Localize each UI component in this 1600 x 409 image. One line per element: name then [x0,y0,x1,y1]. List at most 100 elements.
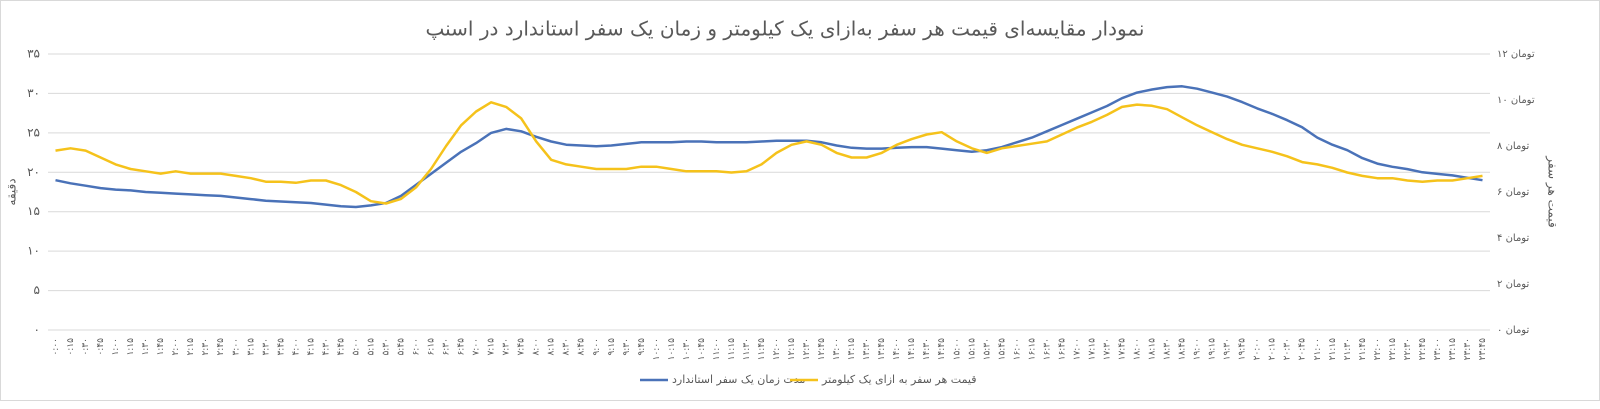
x-tick-label: ۶:۴۵ [457,338,467,356]
x-tick-label: ۱۵:۰۰ [952,338,962,360]
x-tick-label: ۷:۳۰ [502,338,512,356]
x-tick-label: ۱۲:۰۰ [772,338,782,360]
x-tick-label: ۱۳:۴۵ [877,338,887,361]
y2-tick-label: ۲ تومان [1497,279,1529,290]
x-tick-label: ۲:۰۰ [171,338,181,356]
x-tick-label: ۱۷:۳۰ [1102,338,1112,360]
y2-tick-label: ۰ تومان [1497,325,1529,336]
x-tick-label: ۷:۴۵ [517,338,527,356]
x-tick-label: ۵:۰۰ [351,338,361,356]
x-tick-label: ۵:۳۰ [381,338,391,356]
y-tick-label: ۲۰ [27,165,40,179]
y-tick-label: ۳۵ [27,47,40,61]
x-tick-label: ۸:۴۵ [577,338,587,356]
x-tick-label: ۷:۰۰ [472,338,482,356]
x-tick-label: ۱۹:۳۰ [1223,338,1233,360]
x-tick-label: ۱۹:۴۵ [1238,338,1248,361]
series-line [55,85,1483,209]
x-tick-label: ۸:۳۰ [562,338,572,356]
x-tick-label: ۱۲:۴۵ [817,338,827,361]
x-tick-label: ۱۶:۱۵ [1027,338,1037,361]
x-tick-label: ۱۴:۴۵ [937,338,947,361]
x-tick-label: ۱۸:۰۰ [1133,338,1143,360]
x-tick-label: ۲۳:۴۵ [1478,338,1488,361]
y-tick-label: ۱۰ [27,244,40,258]
y-tick-label: ۳۰ [27,86,40,100]
x-tick-label: ۱۹:۰۰ [1193,338,1203,360]
x-tick-label: ۱۱:۰۰ [712,338,722,360]
x-tick-label: ۳:۴۵ [276,338,286,356]
x-tick-label: ۱۷:۴۵ [1117,338,1127,361]
x-tick-label: ۲۰:۱۵ [1268,338,1278,361]
x-tick-label: ۱۱:۴۵ [757,338,767,361]
x-tick-label: ۱۷:۱۵ [1087,338,1097,361]
y-tick-label: ۵ [34,283,40,297]
x-tick-label: ۱۴:۱۵ [907,338,917,361]
x-tick-label: ۸:۱۵ [547,338,557,356]
x-tick-label: ۱۴:۰۰ [892,338,902,360]
x-tick-label: ۱:۳۰ [141,338,151,356]
x-tick-label: ۲:۴۵ [216,338,226,356]
y2-tick-label: ۸ تومان [1497,141,1529,152]
x-tick-label: ۱۶:۳۰ [1042,338,1052,360]
x-tick-label: ۱۰:۰۰ [652,338,662,360]
x-tick-label: ۲:۳۰ [201,338,211,356]
x-tick-label: ۱۵:۳۰ [982,338,992,360]
x-tick-label: ۰:۴۵ [96,338,106,356]
x-tick-label: ۱۱:۱۵ [727,338,737,361]
y2-tick-label: ۱۲ تومان [1497,49,1535,60]
x-tick-label: ۲۱:۱۵ [1328,338,1338,361]
x-tick-label: ۱۸:۴۵ [1178,338,1188,361]
x-tick-label: ۱۰:۱۵ [667,338,677,361]
x-tick-label: ۶:۰۰ [412,338,422,356]
x-tick-label: ۴:۳۰ [321,338,331,356]
x-tick-label: ۱۲:۳۰ [802,338,812,360]
y2-tick-label: ۴ تومان [1497,233,1529,244]
y-axis-label: دقیقه [5,178,19,205]
x-tick-label: ۰:۳۰ [81,338,91,356]
y2-axis-label: قیمت هر سفر [1545,155,1560,227]
x-tick-label: ۱۳:۰۰ [832,338,842,360]
x-tick-label: ۷:۱۵ [487,338,497,356]
x-tick-label: ۳:۰۰ [231,338,241,356]
x-tick-label: ۳:۳۰ [261,338,271,356]
x-tick-label: ۱۶:۰۰ [1012,338,1022,360]
series-line [55,101,1483,205]
x-tick-label: ۲۲:۴۵ [1418,338,1428,361]
x-tick-label: ۹:۱۵ [607,338,617,356]
x-tick-label: ۲۲:۳۰ [1403,338,1413,360]
y-tick-label: ۰ [34,323,40,337]
x-tick-label: ۱۹:۱۵ [1208,338,1218,361]
x-tick-label: ۹:۳۰ [622,338,632,356]
x-tick-label: ۲۰:۳۰ [1283,338,1293,360]
x-tick-label: ۵:۱۵ [366,338,376,356]
chart-title: نمودار مقایسه‌ای قیمت هر سفر به‌ازای یک … [426,17,1145,42]
x-tick-label: ۲۳:۰۰ [1433,338,1443,360]
x-tick-label: ۱۰:۴۵ [697,338,707,361]
x-tick-label: ۱۵:۴۵ [997,338,1007,361]
legend-label: مدت زمان یک سفر استاندارد [672,373,806,386]
x-tick-label: ۲۱:۳۰ [1343,338,1353,360]
y2-tick-label: ۶ تومان [1497,187,1529,198]
x-tick-label: ۱۸:۳۰ [1163,338,1173,360]
x-tick-label: ۴:۱۵ [306,338,316,356]
x-tick-label: ۴:۰۰ [291,338,301,356]
y-tick-label: ۱۵ [27,204,40,218]
y-tick-label: ۲۵ [27,125,40,139]
x-tick-label: ۱:۰۰ [111,338,121,356]
x-tick-label: ۲:۱۵ [186,338,196,356]
x-tick-label: ۲۱:۰۰ [1313,338,1323,360]
x-tick-label: ۲۰:۴۵ [1298,338,1308,361]
x-tick-label: ۱:۱۵ [126,338,136,356]
x-tick-label: ۲۳:۱۵ [1448,338,1458,361]
x-tick-label: ۱:۴۵ [156,338,166,356]
x-tick-label: ۱۶:۴۵ [1057,338,1067,361]
x-tick-label: ۱۳:۳۰ [862,338,872,360]
x-tick-label: ۳:۱۵ [246,338,256,356]
x-tick-label: ۰:۱۵ [66,338,76,356]
legend-label: قیمت هر سفر به ازای یک کیلومتر [821,373,977,386]
x-tick-label: ۲۲:۱۵ [1388,338,1398,361]
x-tick-label: ۶:۱۵ [427,338,437,356]
x-tick-label: ۶:۳۰ [442,338,452,356]
x-tick-label: ۲۱:۴۵ [1358,338,1368,361]
